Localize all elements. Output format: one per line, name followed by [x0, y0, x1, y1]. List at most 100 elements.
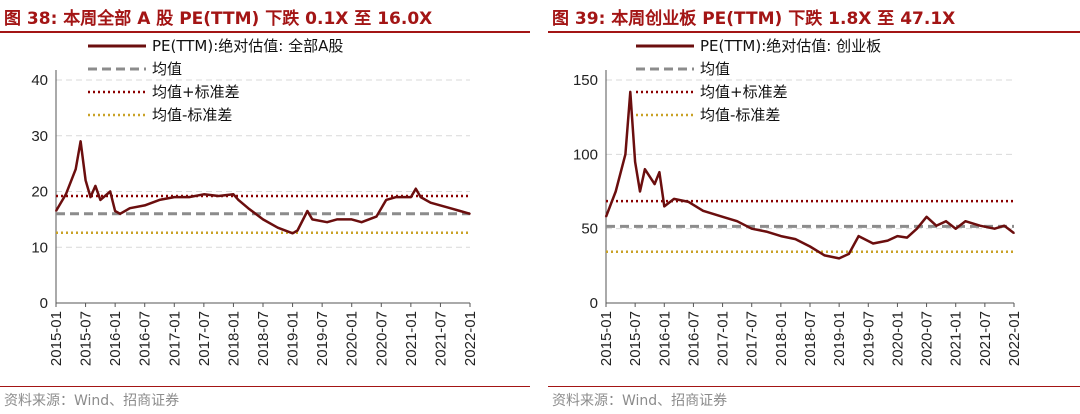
data-point	[109, 190, 112, 193]
data-point	[644, 168, 646, 170]
legend-label: PE(TTM):绝对估值: 创业板	[700, 37, 881, 55]
y-tick-label: 100	[573, 146, 598, 163]
data-point	[954, 227, 957, 230]
source-note: 资料来源：Wind、招商证券	[552, 393, 728, 409]
data-point	[158, 199, 161, 201]
pe-series-line	[604, 90, 1015, 260]
chart-chinext: 0 50 100 150 2015-01 2015-07 2016-01 2016-07 201…	[573, 37, 1023, 366]
x-tick-label: 2016-01	[107, 311, 124, 366]
data-point	[129, 207, 131, 210]
chart-panel-all-a-shares: 图 38: 本周全部 A 股 PE(TTM) 下跌 0.1X 至 16.0X 0…	[0, 0, 530, 414]
data-point	[296, 229, 299, 232]
data-point	[419, 196, 422, 198]
x-tick-label: 2021-07	[432, 311, 449, 366]
data-point	[886, 239, 889, 242]
data-point	[203, 193, 205, 196]
legend-label: 均值	[700, 60, 730, 78]
data-point	[916, 227, 918, 230]
x-tick-label: 2022-01	[1006, 311, 1023, 366]
y-tick-label: 150	[573, 72, 598, 89]
data-point	[143, 204, 146, 207]
data-point	[1003, 224, 1006, 227]
data-point	[94, 185, 97, 187]
y-tick-label: 30	[31, 128, 48, 145]
data-point	[809, 245, 811, 248]
data-point	[414, 187, 417, 190]
data-point	[673, 198, 675, 200]
data-point	[89, 196, 92, 198]
data-point	[629, 91, 632, 93]
y-tick-label: 50	[581, 221, 598, 238]
data-point	[979, 224, 981, 227]
x-tick-label: 2019-07	[860, 311, 877, 366]
title-rule	[548, 31, 1080, 33]
data-point	[750, 227, 753, 230]
data-point	[1013, 232, 1015, 234]
y-tick-label: 10	[31, 239, 48, 256]
data-point	[74, 168, 77, 170]
data-point	[262, 218, 264, 221]
data-point	[687, 201, 690, 203]
data-point	[663, 205, 666, 208]
x-tick-label: 2020-01	[344, 311, 361, 366]
legend-label: PE(TTM):绝对估值: 全部A股	[152, 37, 343, 55]
x-tick-label: 2015-01	[598, 311, 615, 366]
legend-label: 均值	[152, 60, 182, 78]
data-point	[232, 193, 235, 196]
chart-panel-chinext: 图 39: 本周创业板 PE(TTM) 下跌 1.8X 至 47.1X 0 50 1…	[548, 0, 1080, 414]
data-point	[311, 218, 314, 221]
chart-title: 图 38: 本周全部 A 股 PE(TTM) 下跌 0.1X 至 16.0X	[4, 9, 433, 29]
x-tick-label: 2015-01	[48, 311, 65, 366]
x-tick-label: 2022-01	[462, 311, 479, 366]
data-point	[119, 213, 121, 215]
x-tick-label: 2018-01	[773, 311, 790, 366]
data-point	[639, 190, 641, 193]
y-tick-label: 0	[590, 295, 598, 312]
data-point	[964, 220, 967, 223]
data-point	[634, 160, 636, 163]
legend-label: 均值-标准差	[152, 106, 232, 124]
data-point	[721, 215, 724, 218]
data-point	[906, 236, 908, 239]
y-tick-label: 20	[31, 184, 48, 201]
data-point	[55, 210, 57, 212]
x-tick-label: 2021-07	[977, 311, 994, 366]
data-point	[99, 199, 102, 201]
data-point	[838, 257, 840, 260]
data-point	[79, 140, 82, 143]
data-point	[848, 253, 850, 255]
x-tick-label: 2015-07	[627, 311, 644, 366]
data-point	[605, 215, 607, 218]
x-tick-label: 2019-01	[285, 311, 302, 366]
data-point	[188, 196, 190, 198]
x-tick-label: 2018-07	[255, 311, 272, 366]
data-point	[702, 210, 704, 212]
data-point	[237, 199, 240, 201]
x-tick-label: 2016-07	[685, 311, 702, 366]
legend-label: 均值-标准差	[700, 106, 780, 124]
x-tick-label: 2017-07	[744, 311, 761, 366]
x-tick-label: 2021-01	[403, 311, 420, 366]
x-tick-label: 2020-01	[889, 311, 906, 366]
data-point	[993, 227, 996, 230]
data-point	[326, 221, 328, 223]
data-point	[624, 153, 627, 156]
data-point	[291, 232, 294, 235]
data-point	[449, 207, 452, 210]
data-point	[736, 220, 738, 223]
data-point	[925, 215, 928, 218]
data-point	[395, 196, 397, 198]
data-point	[780, 235, 782, 237]
data-point	[247, 207, 250, 210]
x-tick-label: 2018-01	[225, 311, 242, 366]
pe-series-line	[54, 140, 471, 235]
data-point	[375, 215, 378, 218]
data-point	[306, 210, 309, 212]
x-tick-label: 2017-01	[166, 311, 183, 366]
x-tick-label: 2017-07	[196, 311, 213, 366]
data-point	[350, 218, 353, 221]
data-point	[658, 171, 661, 173]
x-tick-label: 2019-07	[314, 311, 331, 366]
data-point	[217, 195, 220, 197]
x-tick-label: 2019-01	[831, 311, 848, 366]
